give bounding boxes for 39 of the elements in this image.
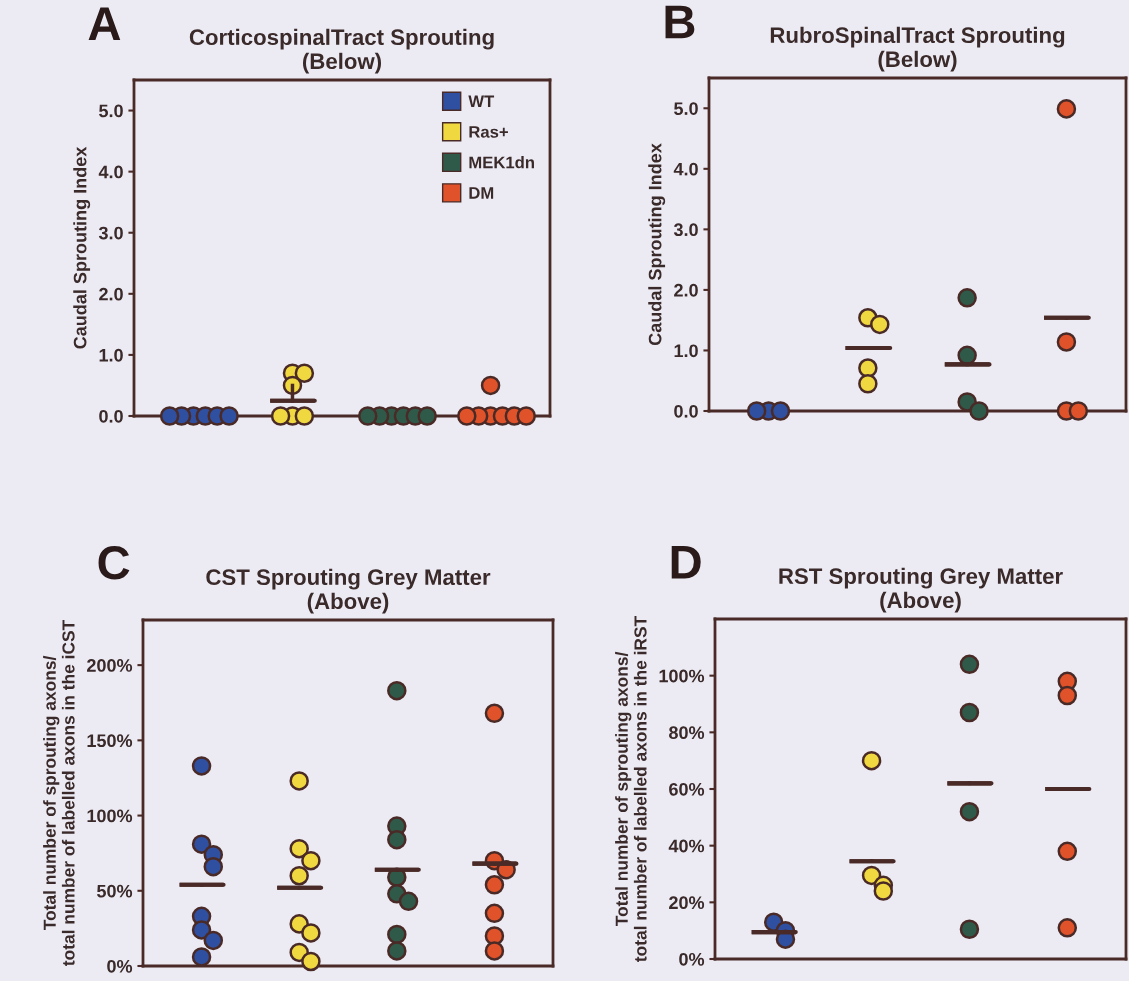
y-tick-label: 100% <box>659 669 705 683</box>
y-tick-label: 4.0 <box>673 162 698 176</box>
y-tick-label: 150% <box>87 734 133 748</box>
y-tick-label: 80% <box>669 726 705 740</box>
text: D <box>671 546 701 579</box>
y-tick-label: 0.0 <box>99 409 123 423</box>
y-axis-title: Total number of sprouting axons/ total number of labelled axons in the iCST <box>43 620 75 966</box>
y-tick-label: 200% <box>87 659 133 672</box>
y-tick-label: 4.0 <box>98 165 123 179</box>
y-tick-label: 1.0 <box>99 348 123 362</box>
y-tick-label: 2.0 <box>99 287 123 301</box>
y-tick-label: 5.0 <box>674 102 698 115</box>
legend-label: WT <box>468 95 495 108</box>
y-tick-label: 0% <box>107 959 133 973</box>
y-tick-label: 3.0 <box>673 223 698 237</box>
y-tick-label: 1.0 <box>674 344 698 358</box>
y-axis-title: Caudal Sprouting Index <box>73 146 91 349</box>
legend-label: Ras+ <box>469 126 508 138</box>
chart-title: RubroSpinalTract Sprouting (Below) <box>770 26 1065 72</box>
y-tick-label: 60% <box>669 782 705 796</box>
y-tick-label: 40% <box>668 839 705 853</box>
legend-label: DM <box>469 187 494 199</box>
chart-title: CorticospinalTract Sprouting (Below) <box>189 28 494 74</box>
y-tick-label: 100% <box>87 809 133 823</box>
text: C <box>98 546 130 580</box>
y-tick-label: 50% <box>97 884 133 898</box>
text: A <box>88 7 121 40</box>
chart-title: CST Sprouting Grey Matter (Above) <box>206 568 491 614</box>
chart-title: RST Sprouting Grey Matter (Above) <box>779 567 1063 613</box>
y-tick-label: 2.0 <box>674 283 698 297</box>
y-tick-label: 0% <box>679 952 705 966</box>
y-axis-title: Caudal Sprouting Index <box>648 143 666 346</box>
text: B <box>665 5 695 39</box>
y-tick-label: 20% <box>669 896 705 910</box>
y-axis-title: Total number of sprouting axons/ total number of labelled axons in the iRST <box>615 616 647 962</box>
y-tick-label: 5.0 <box>99 104 123 118</box>
legend-label: MEK1dn <box>469 156 534 169</box>
y-tick-label: 0.0 <box>674 404 698 418</box>
y-tick-label: 3.0 <box>98 226 123 240</box>
